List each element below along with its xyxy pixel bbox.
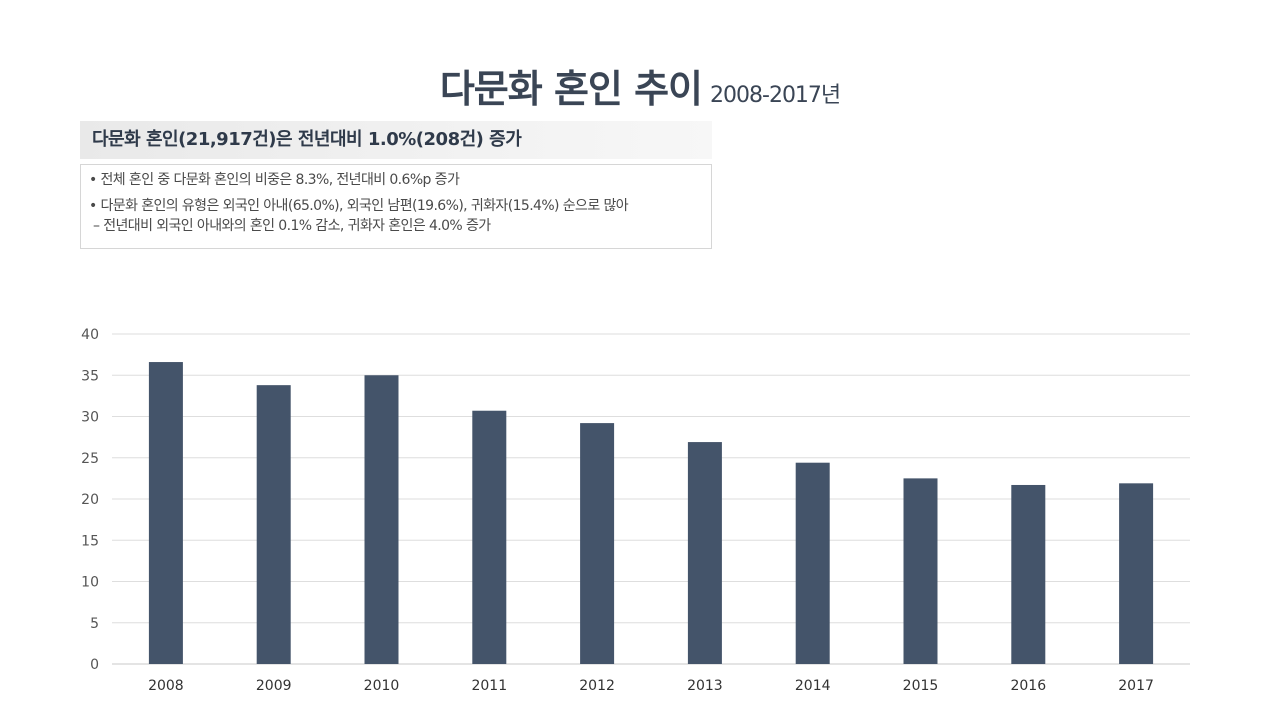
note-bullet-1: • 전체 혼인 중 다문화 혼인의 비중은 8.3%, 전년대비 0.6%p 증… [89, 172, 460, 188]
x-tick-label: 2015 [903, 678, 939, 694]
note-sub-bullet: – 전년대비 외국인 아내와의 혼인 0.1% 감소, 귀화자 혼인은 4.0%… [93, 218, 491, 234]
y-tick-label: 20 [81, 492, 99, 508]
x-tick-label: 2014 [795, 678, 831, 694]
bar [1011, 484, 1046, 664]
y-tick-label: 10 [81, 575, 99, 591]
y-tick-label: 0 [90, 657, 99, 673]
bar [364, 375, 399, 664]
y-tick-label: 5 [90, 616, 99, 632]
bar [903, 478, 938, 664]
x-tick-label: 2008 [148, 678, 184, 694]
y-tick-label: 15 [81, 533, 99, 549]
bar [687, 442, 722, 664]
bar [795, 462, 830, 664]
y-tick-label: 35 [81, 368, 99, 384]
note-bullet-2: • 다문화 혼인의 유형은 외국인 아내(65.0%), 외국인 남편(19.6… [89, 198, 629, 214]
x-tick-label: 2016 [1010, 678, 1046, 694]
bar [1119, 483, 1154, 664]
summary-notes-box: • 전체 혼인 중 다문화 혼인의 비중은 8.3%, 전년대비 0.6%p 증… [80, 164, 712, 249]
chart-title: 다문화 혼인 추이 [439, 67, 703, 111]
y-tick-label: 25 [81, 451, 99, 467]
x-tick-label: 2010 [364, 678, 400, 694]
x-tick-label: 2012 [579, 678, 615, 694]
bar [256, 385, 291, 664]
bar [472, 410, 507, 664]
y-tick-label: 30 [81, 410, 99, 426]
summary-headline: 다문화 혼인(21,917건)은 전년대비 1.0%(208건) 증가 [80, 121, 712, 159]
x-tick-label: 2013 [687, 678, 723, 694]
x-tick-label: 2011 [471, 678, 507, 694]
x-tick-label: 2009 [256, 678, 292, 694]
page-title: 다문화 혼인 추이 2008-2017년 [0, 58, 1280, 113]
bar [148, 362, 183, 664]
bar [580, 423, 615, 664]
y-tick-label: 40 [81, 327, 99, 343]
x-tick-label: 2017 [1118, 678, 1154, 694]
chart-subtitle-years: 2008-2017년 [710, 83, 841, 108]
